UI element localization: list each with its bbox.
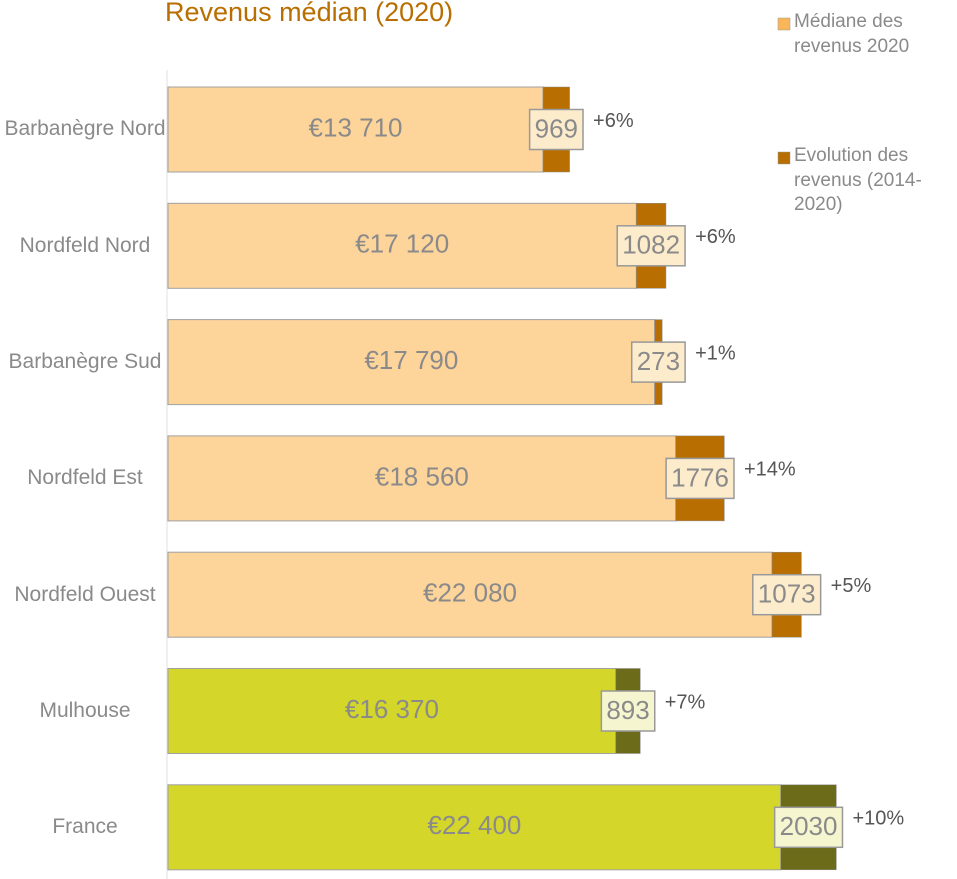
bar bbox=[167, 784, 782, 871]
annotation: +6% bbox=[695, 226, 736, 248]
data-label-box bbox=[773, 806, 844, 849]
bar bbox=[167, 86, 544, 173]
legend-label: Médiane des revenus 2020 bbox=[794, 11, 910, 57]
data-label: 1776 bbox=[671, 462, 729, 492]
category-label: Nordfeld Est bbox=[27, 466, 143, 490]
bar bbox=[167, 551, 773, 638]
annotation: +1% bbox=[695, 342, 736, 364]
annotation: +5% bbox=[831, 575, 872, 597]
data-label: 1073 bbox=[758, 579, 816, 609]
category-label-box: Barbanègre Nord bbox=[4, 117, 166, 141]
legend-label: Evolution des revenus (2014-2020) bbox=[794, 145, 922, 216]
legend-label-box: Evolution des revenus (2014-2020) bbox=[794, 145, 922, 216]
data-label-box bbox=[600, 690, 656, 732]
data-label: 893 bbox=[606, 695, 649, 725]
chart-title: Revenus médian (2020) bbox=[165, 0, 453, 27]
legend-swatch bbox=[777, 17, 791, 31]
category-label: Barbanègre Sud bbox=[8, 349, 162, 373]
value-label: €17 120 bbox=[355, 229, 449, 259]
category-label-box: Nordfeld Est bbox=[27, 466, 143, 490]
category-label-box: Barbanègre Sud bbox=[8, 349, 162, 373]
category-label: France bbox=[52, 815, 118, 839]
bar bbox=[167, 668, 617, 754]
category-label-box: Mulhouse bbox=[39, 698, 131, 722]
annotation: +14% bbox=[744, 459, 796, 481]
legend-swatch bbox=[777, 151, 791, 165]
data-label-box bbox=[665, 457, 735, 500]
category-label: Nordfeld Nord bbox=[19, 233, 151, 257]
data-label-box bbox=[616, 225, 686, 267]
data-label: 1082 bbox=[622, 230, 680, 260]
category-label-box: France bbox=[52, 815, 118, 839]
category-label-box: Nordfeld Ouest bbox=[14, 582, 156, 606]
category-label: Mulhouse bbox=[39, 698, 131, 722]
value-label: €16 370 bbox=[345, 694, 439, 724]
data-label: 2030 bbox=[780, 811, 838, 841]
value-label: €22 080 bbox=[423, 578, 517, 608]
value-label: €22 400 bbox=[427, 810, 521, 840]
data-label: 273 bbox=[637, 346, 680, 376]
category-label: Nordfeld Ouest bbox=[14, 582, 156, 606]
value-label: €18 560 bbox=[375, 461, 469, 491]
annotation: +7% bbox=[665, 691, 706, 713]
value-label: €13 710 bbox=[309, 112, 403, 142]
data-label-box bbox=[752, 573, 822, 616]
value-label: €17 790 bbox=[364, 345, 458, 375]
annotation: +6% bbox=[593, 110, 634, 132]
bar bbox=[167, 435, 677, 522]
category-label: Barbanègre Nord bbox=[4, 117, 166, 141]
legend-label-box: Médiane des revenus 2020 bbox=[794, 11, 910, 57]
category-label-box: Nordfeld Nord bbox=[19, 233, 151, 257]
data-label-box bbox=[630, 341, 686, 383]
annotation: +10% bbox=[852, 808, 904, 830]
data-label-box bbox=[528, 108, 584, 151]
data-label: 969 bbox=[535, 113, 578, 143]
